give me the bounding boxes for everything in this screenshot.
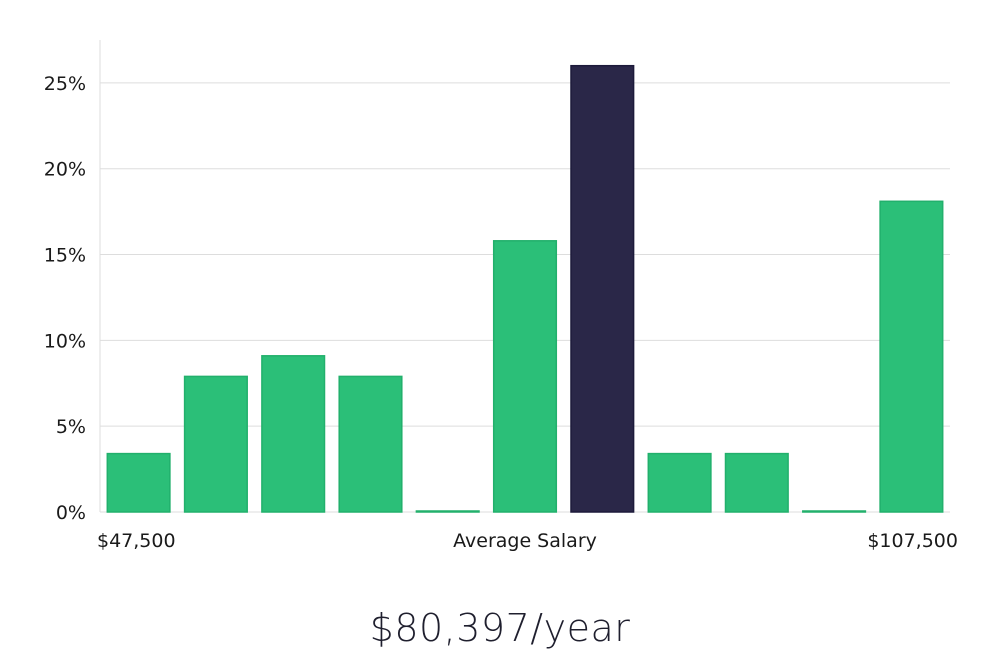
y-tick-label: 5%	[56, 416, 86, 438]
bar	[415, 510, 480, 513]
x-start-label: $47,500	[97, 530, 176, 552]
bar	[724, 452, 789, 513]
bar	[183, 375, 248, 513]
y-axis-ticks: 0% 5% 10% 15% 20% 25%	[44, 73, 86, 524]
bar	[338, 375, 403, 513]
average-salary-value: $80,397/year	[369, 606, 631, 650]
bar	[261, 355, 326, 513]
y-tick-label: 20%	[44, 159, 86, 181]
x-end-label: $107,500	[867, 530, 958, 552]
bar-average-salary	[570, 64, 635, 513]
x-axis-labels: $47,500 Average Salary $107,500	[97, 530, 958, 552]
bar	[106, 452, 171, 513]
x-center-label: Average Salary	[453, 530, 597, 552]
y-tick-label: 0%	[56, 502, 86, 524]
y-tick-label: 10%	[44, 330, 86, 352]
bar	[492, 240, 558, 513]
bars	[106, 64, 944, 513]
bar	[879, 200, 944, 513]
y-tick-label: 15%	[44, 245, 86, 267]
bar	[647, 452, 712, 513]
bar	[802, 510, 867, 513]
y-tick-label: 25%	[44, 73, 86, 95]
